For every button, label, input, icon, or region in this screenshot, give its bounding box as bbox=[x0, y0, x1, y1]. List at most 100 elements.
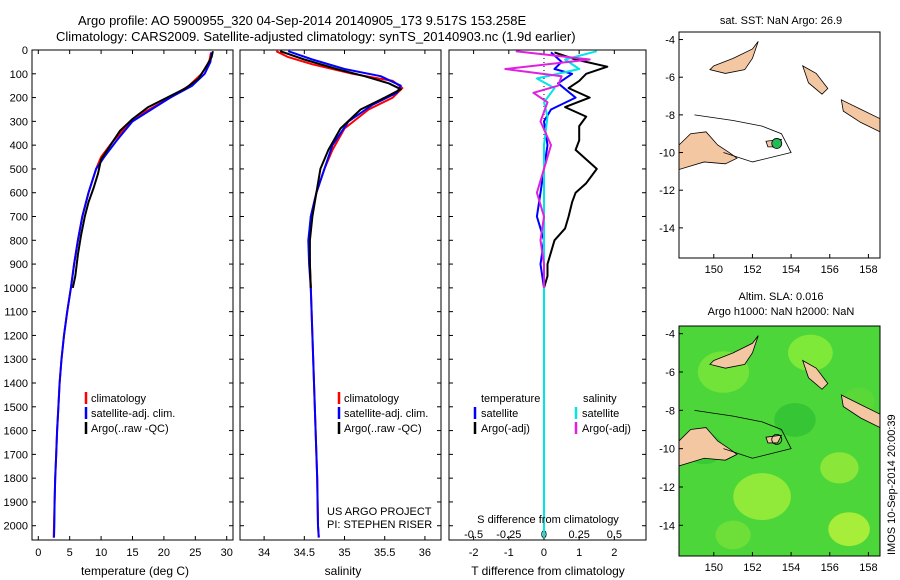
x-tick-label: -2 bbox=[469, 547, 479, 559]
map-x-tick-label: 158 bbox=[859, 562, 877, 574]
series-line bbox=[53, 52, 213, 538]
map-contour bbox=[694, 114, 792, 163]
sla-anomaly-patch bbox=[715, 520, 751, 550]
credit-line2: PI: STEPHEN RISER bbox=[327, 519, 432, 531]
y-tick-label: 500 bbox=[10, 164, 28, 176]
sla-anomaly-patch bbox=[820, 452, 859, 484]
x-tick-label: 25 bbox=[189, 547, 201, 559]
y-tick-label: 1700 bbox=[4, 449, 28, 461]
map-x-tick-label: 156 bbox=[821, 264, 839, 276]
map-y-tick-label: -12 bbox=[659, 482, 675, 494]
y-tick-label: 1600 bbox=[4, 426, 28, 438]
sla-map: 150 152 154 156 158 -4 -6 -8 -10 -12 -14 bbox=[659, 325, 881, 574]
map-y-tick-label: -6 bbox=[665, 72, 675, 84]
new-britain-land bbox=[709, 41, 759, 74]
legend-label-satellite: satellite-adj. clim. bbox=[91, 408, 175, 420]
series-line bbox=[543, 51, 609, 289]
y-tick-label: 200 bbox=[10, 93, 28, 105]
map-y-tick-label: -12 bbox=[659, 185, 675, 197]
sla-anomaly-patch bbox=[788, 334, 833, 372]
plot-frame bbox=[239, 49, 442, 541]
y-tick-label: 900 bbox=[10, 259, 28, 271]
s-tick-label: 0.25 bbox=[568, 529, 589, 541]
legend-label-argo: Argo(..raw -QC) bbox=[91, 423, 169, 435]
y-tick-label: 1500 bbox=[4, 402, 28, 414]
map-x-tick-label: 156 bbox=[821, 562, 839, 574]
bougainville-land bbox=[801, 359, 829, 390]
temperature-legend: climatology satellite-adj. clim. Argo(..… bbox=[84, 392, 175, 435]
difference-panel: -2 -1 0 1 2-0.5 -0.25 0 0.25 0.5 bbox=[448, 49, 647, 559]
header-line2: Climatology: CARS2009. Satellite-adjuste… bbox=[56, 29, 576, 44]
x-tick-label: 10 bbox=[95, 547, 107, 559]
y-tick-label: 700 bbox=[10, 212, 28, 224]
legend-title-salinity: salinity bbox=[583, 393, 617, 405]
x-tick-label: 34.5 bbox=[294, 547, 315, 559]
sla-anomaly-patch bbox=[828, 512, 870, 547]
map-y-tick-label: -10 bbox=[659, 148, 675, 160]
x-tick-label: 15 bbox=[126, 547, 138, 559]
map-x-tick-label: 150 bbox=[705, 562, 723, 574]
x-tick-label: 20 bbox=[158, 547, 170, 559]
x-tick-label: 30 bbox=[221, 547, 233, 559]
y-tick-label: 1900 bbox=[4, 497, 28, 509]
x-tick-label: 35 bbox=[338, 547, 350, 559]
float-position-marker bbox=[771, 138, 783, 149]
map-y-tick-label: -4 bbox=[665, 35, 675, 47]
y-tick-label: 300 bbox=[10, 116, 28, 128]
legend-label-s-satellite: satellite bbox=[582, 408, 619, 420]
y-tick-label: 100 bbox=[10, 69, 28, 81]
t-difference-xlabel: T difference from climatology bbox=[471, 564, 625, 578]
salinity-xlabel: salinity bbox=[325, 564, 362, 578]
y-tick-label: 2000 bbox=[4, 521, 28, 533]
x-tick-label: -1 bbox=[504, 547, 514, 559]
x-tick-label: 36 bbox=[419, 547, 431, 559]
credit-line1: US ARGO PROJECT bbox=[327, 506, 432, 518]
series-line bbox=[279, 50, 402, 288]
x-tick-label: 5 bbox=[67, 547, 73, 559]
map-y-tick-label: -4 bbox=[665, 329, 675, 341]
y-tick-label: 1000 bbox=[4, 283, 28, 295]
series-line bbox=[535, 50, 598, 538]
new-britain-land bbox=[709, 335, 759, 369]
temperature-panel: 0100200300400500600700800900100011001200… bbox=[4, 45, 234, 559]
y-tick-label: 800 bbox=[10, 235, 28, 247]
sst-map: 150 152 154 156 158 -4 -6 -8 -10 -12 -14 bbox=[659, 31, 881, 276]
solomon-land bbox=[840, 394, 880, 429]
louisiade-land bbox=[765, 434, 783, 444]
map-x-tick-label: 154 bbox=[782, 264, 800, 276]
x-tick-label: 35.5 bbox=[374, 547, 395, 559]
map-y-tick-label: -14 bbox=[659, 223, 675, 235]
map-y-tick-label: -8 bbox=[665, 405, 675, 417]
y-tick-label: 1800 bbox=[4, 473, 28, 485]
imos-stamp: IMOS 10-Sep-2014 20:00:39 bbox=[886, 414, 898, 555]
map-x-tick-label: 150 bbox=[705, 264, 723, 276]
difference-legend: temperature satellite Argo(-adj) salinit… bbox=[473, 393, 631, 435]
map-y-tick-label: -6 bbox=[665, 367, 675, 379]
x-tick-label: 0 bbox=[35, 547, 41, 559]
bougainville-land bbox=[801, 65, 829, 95]
y-tick-label: 600 bbox=[10, 188, 28, 200]
series-line bbox=[504, 50, 591, 288]
plot-frame bbox=[31, 49, 234, 541]
sst-map-title: sat. SST: NaN Argo: 26.9 bbox=[720, 15, 842, 27]
legend-label-t-argo: Argo(-adj) bbox=[481, 423, 530, 435]
map-y-tick-label: -8 bbox=[665, 110, 675, 122]
salinity-legend: climatology satellite-adj. clim. Argo(..… bbox=[337, 392, 428, 435]
series-line bbox=[71, 50, 214, 289]
map-x-tick-label: 154 bbox=[782, 562, 800, 574]
y-tick-label: 400 bbox=[10, 140, 28, 152]
map-contour bbox=[694, 409, 792, 459]
legend-label-climatology: climatology bbox=[344, 393, 400, 405]
sla-anomaly-patch bbox=[733, 473, 791, 520]
map-y-tick-label: -10 bbox=[659, 444, 675, 456]
s-difference-xlabel: S difference from climatology bbox=[477, 514, 619, 526]
plot-frame bbox=[448, 49, 647, 541]
salinity-panel: 34 34.5 35 35.5 36 bbox=[239, 49, 442, 559]
s-tick-label: 0.5 bbox=[607, 529, 622, 541]
sla-map-subtitle: Argo h1000: NaN h2000: NaN bbox=[708, 306, 855, 318]
temperature-xlabel: temperature (deg C) bbox=[81, 564, 189, 578]
x-tick-label: 0 bbox=[541, 547, 547, 559]
sla-map-title: Altim. SLA: 0.016 bbox=[739, 291, 824, 303]
legend-label-satellite: satellite-adj. clim. bbox=[344, 408, 428, 420]
